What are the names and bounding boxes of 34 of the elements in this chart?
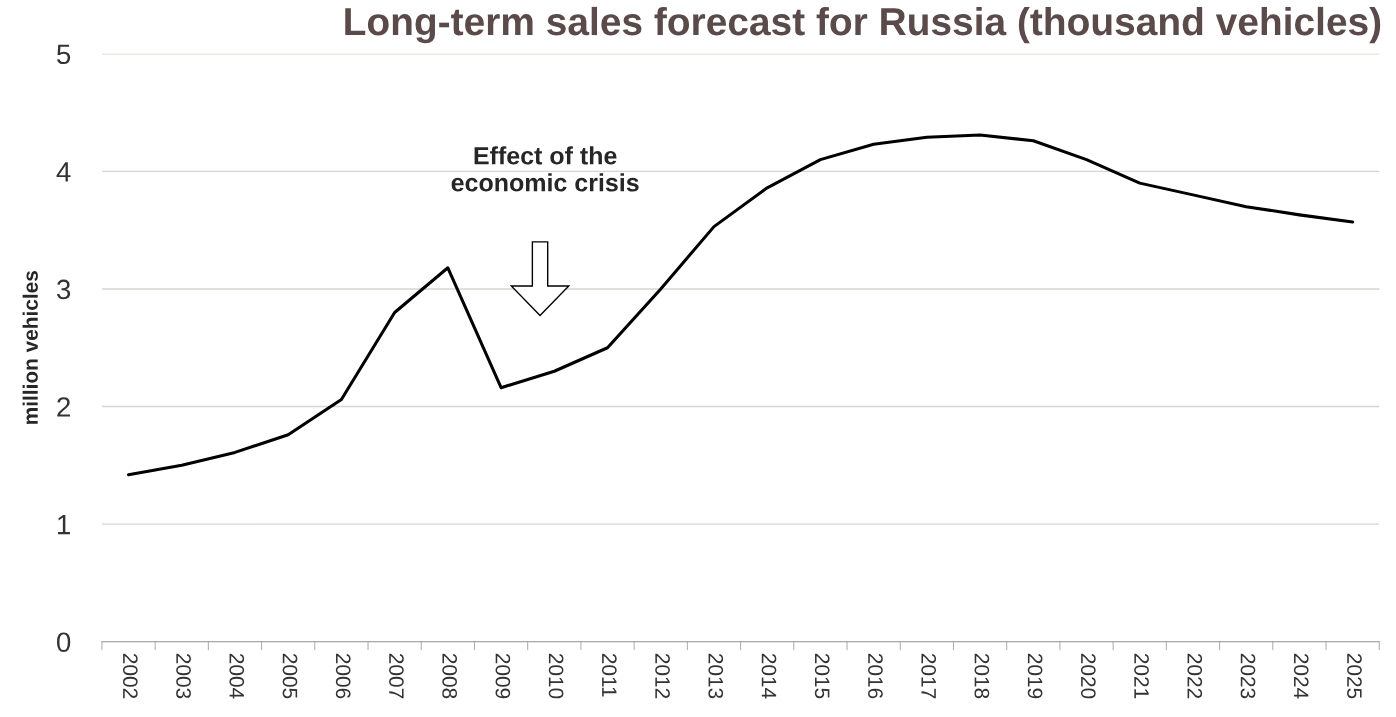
x-tick-label: 2025 <box>1347 653 1362 699</box>
x-tick-label: 2018 <box>974 653 990 699</box>
x-tick-label: 2004 <box>229 653 245 699</box>
x-tick-label: 2016 <box>868 653 883 699</box>
x-tick-label: 2006 <box>335 653 351 699</box>
y-tick-label: 4 <box>56 162 71 182</box>
y-axis-title: million vehicles <box>22 271 38 424</box>
y-tick-label: 5 <box>57 44 71 65</box>
x-tick-label: 2019 <box>1027 653 1043 699</box>
x-tick-label: 2023 <box>1240 653 1256 699</box>
x-tick-label: 2002 <box>122 653 138 699</box>
x-tick-label: 2014 <box>761 653 777 699</box>
y-tick-label: 1 <box>58 515 70 535</box>
y-tick-label: 2 <box>57 397 70 417</box>
x-tick-label: 2008 <box>442 653 458 699</box>
x-tick-label: 2003 <box>176 653 191 699</box>
x-tick-label: 2017 <box>921 653 937 699</box>
x-tick-label: 2020 <box>1080 653 1096 699</box>
x-tick-label: 2009 <box>495 653 511 699</box>
x-tick-label: 2021 <box>1134 653 1149 699</box>
x-tick-label: 2022 <box>1187 653 1203 699</box>
line-series <box>126 133 1355 477</box>
x-tick-label: 2012 <box>655 653 670 699</box>
x-tick-label: 2015 <box>814 653 830 699</box>
x-tick-label: 2024 <box>1293 653 1309 699</box>
x-tick-label: 2010 <box>548 653 564 699</box>
chart-title: Long-term sales forecast for Russia (thousand vehicles) <box>345 6 1381 44</box>
y-tick-label: 0 <box>56 632 71 653</box>
x-tick-label: 2013 <box>708 653 724 699</box>
x-tick-label: 2005 <box>282 653 298 699</box>
x-tick-label: 2007 <box>389 653 404 699</box>
y-tick-label: 3 <box>56 279 71 300</box>
x-tick-label: 2011 <box>601 653 617 697</box>
annotation: Effect of the economic crisis <box>451 146 639 192</box>
